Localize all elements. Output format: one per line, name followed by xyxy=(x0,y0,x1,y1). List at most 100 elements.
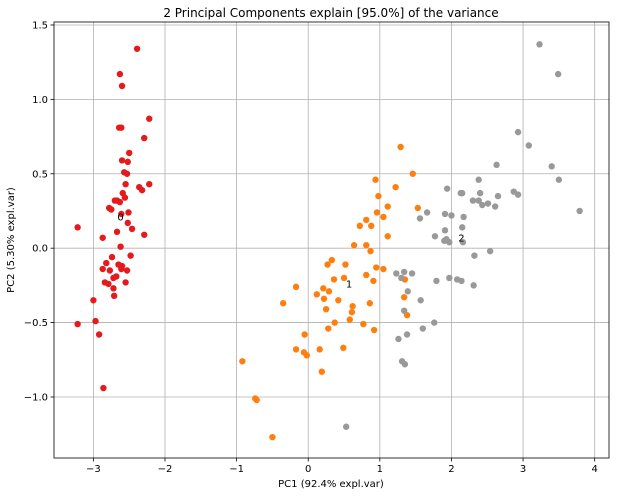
data-point-cluster-0 xyxy=(127,252,134,259)
data-point-cluster-1 xyxy=(370,277,377,285)
data-point-cluster-0 xyxy=(128,225,136,233)
data-point-cluster-0 xyxy=(111,197,119,204)
data-point-cluster-2 xyxy=(395,335,402,343)
data-point-cluster-0 xyxy=(118,210,125,218)
data-point-cluster-2 xyxy=(555,176,563,183)
data-point-cluster-0 xyxy=(105,280,112,288)
x-tick-label: −2 xyxy=(158,464,173,475)
y-tick-label: −1.0 xyxy=(24,392,48,403)
data-point-cluster-0 xyxy=(118,157,126,164)
data-point-cluster-1 xyxy=(346,316,353,323)
data-point-cluster-2 xyxy=(475,176,482,183)
data-point-cluster-0 xyxy=(146,115,153,122)
data-point-cluster-1 xyxy=(330,276,338,283)
data-point-cluster-0 xyxy=(99,234,106,241)
data-point-cluster-0 xyxy=(116,198,124,206)
data-point-cluster-2 xyxy=(404,288,411,295)
data-point-cluster-1 xyxy=(279,300,287,307)
x-axis-ticks: −3 −2 −1 0 1 2 3 4 xyxy=(86,458,598,475)
cluster-label: 2 xyxy=(458,233,464,244)
data-point-cluster-2 xyxy=(486,247,494,255)
data-point-cluster-2 xyxy=(514,191,522,198)
x-tick-label: −1 xyxy=(229,464,244,475)
data-point-cluster-1 xyxy=(316,346,323,353)
data-point-cluster-1 xyxy=(363,242,370,249)
data-point-cluster-1 xyxy=(414,204,421,212)
y-axis-label: PC2 (5.30% expl.var) xyxy=(6,187,17,293)
data-point-cluster-0 xyxy=(110,274,117,282)
data-point-cluster-2 xyxy=(423,209,431,216)
data-point-cluster-2 xyxy=(548,163,555,170)
x-tick-label: −3 xyxy=(86,464,101,475)
data-point-cluster-1 xyxy=(320,295,328,302)
data-point-cluster-1 xyxy=(360,320,367,328)
cluster-annotations: 0 1 2 xyxy=(117,212,464,290)
data-point-cluster-1 xyxy=(239,358,246,365)
data-point-cluster-1 xyxy=(292,283,300,291)
data-point-cluster-0 xyxy=(122,180,129,188)
data-point-cluster-2 xyxy=(536,41,543,48)
data-point-cluster-2 xyxy=(441,237,448,244)
data-point-cluster-1 xyxy=(335,297,342,304)
data-point-cluster-2 xyxy=(514,128,522,136)
x-tick-label: 3 xyxy=(520,464,526,475)
data-point-cluster-2 xyxy=(446,239,453,246)
data-point-cluster-1 xyxy=(356,222,363,230)
data-point-cluster-1 xyxy=(301,331,308,338)
y-tick-label: 1.0 xyxy=(32,95,48,106)
data-point-cluster-1 xyxy=(366,300,374,307)
data-point-cluster-2 xyxy=(398,274,405,282)
data-point-cluster-2 xyxy=(484,200,492,207)
data-point-cluster-1 xyxy=(373,209,381,216)
data-point-cluster-0 xyxy=(117,243,124,250)
data-point-cluster-0 xyxy=(133,45,141,52)
data-point-cluster-0 xyxy=(118,82,126,90)
data-point-cluster-1 xyxy=(303,352,310,359)
data-point-cluster-1 xyxy=(328,256,336,264)
data-point-cluster-0 xyxy=(108,253,116,261)
data-point-cluster-1 xyxy=(380,265,387,273)
y-axis-ticks: −1.0 −0.5 0.0 0.5 1.0 1.5 xyxy=(24,20,54,403)
y-tick-label: 1.5 xyxy=(32,20,48,31)
data-point-cluster-2 xyxy=(431,233,439,240)
data-point-cluster-1 xyxy=(320,285,327,292)
data-point-cluster-0 xyxy=(124,158,131,166)
data-point-cluster-1 xyxy=(322,305,330,313)
data-point-cluster-2 xyxy=(431,319,438,326)
data-point-cluster-2 xyxy=(479,201,486,209)
data-point-cluster-1 xyxy=(350,242,358,249)
data-point-cluster-2 xyxy=(554,70,562,78)
x-tick-label: 2 xyxy=(448,464,454,475)
data-point-cluster-1 xyxy=(384,233,391,240)
data-point-cluster-0 xyxy=(141,231,148,238)
x-tick-label: 1 xyxy=(377,464,383,475)
data-point-cluster-2 xyxy=(419,325,427,332)
data-point-cluster-2 xyxy=(448,212,455,219)
data-point-cluster-1 xyxy=(367,247,374,255)
data-point-cluster-0 xyxy=(125,209,132,216)
data-point-cluster-1 xyxy=(363,216,370,224)
data-point-cluster-1 xyxy=(363,271,370,279)
data-point-cluster-2 xyxy=(393,270,400,277)
data-point-cluster-2 xyxy=(470,282,477,289)
data-point-cluster-2 xyxy=(417,297,424,304)
data-point-cluster-1 xyxy=(400,294,408,301)
data-point-cluster-2 xyxy=(458,224,466,231)
chart-title: 2 Principal Components explain [95.0%] o… xyxy=(163,6,498,20)
x-axis-label: PC1 (92.4% expl.var) xyxy=(278,479,384,490)
data-point-cluster-1 xyxy=(372,176,379,183)
plot-frame xyxy=(53,21,610,459)
x-tick-label: 4 xyxy=(591,464,597,475)
data-point-cluster-2 xyxy=(475,197,482,204)
data-point-cluster-2 xyxy=(400,307,408,314)
data-point-cluster-0 xyxy=(74,320,81,328)
data-point-cluster-0 xyxy=(113,228,121,236)
x-tick-label: 0 xyxy=(305,464,311,475)
data-point-cluster-1 xyxy=(340,344,347,352)
data-point-cluster-1 xyxy=(324,261,331,268)
data-point-cluster-0 xyxy=(116,70,124,78)
data-point-cluster-2 xyxy=(494,192,502,200)
data-point-cluster-1 xyxy=(292,346,300,353)
data-point-cluster-1 xyxy=(349,303,356,310)
data-points xyxy=(74,41,583,441)
